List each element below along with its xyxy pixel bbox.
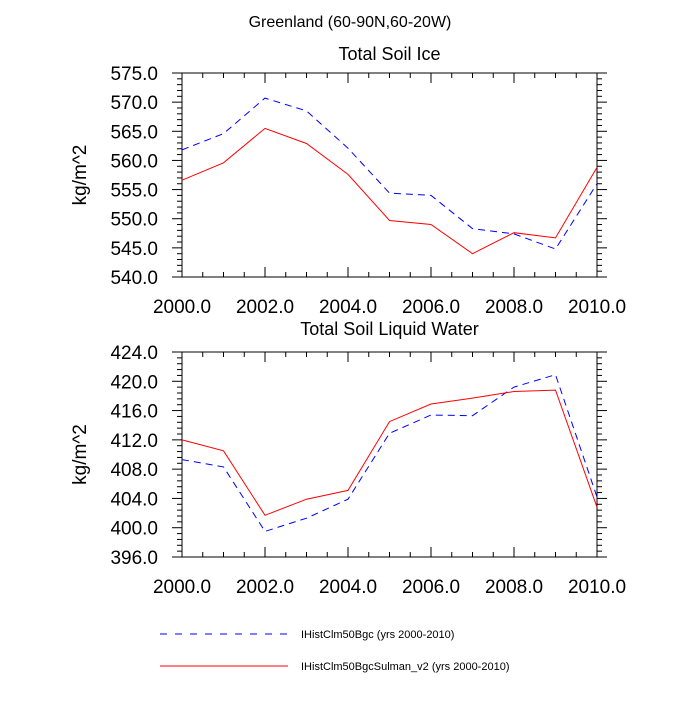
y-tick-label: 424.0	[110, 343, 158, 364]
plot-frame	[181, 351, 598, 558]
chart-panel-soil-ice: Total Soil Ice kg/m^2 2000.0 2002.0 2004.0 20…	[70, 44, 626, 318]
x-tick-label: 2004.0	[319, 297, 377, 318]
y-axis-label: kg/m^2	[70, 145, 91, 206]
y-tick-label: 565.0	[110, 122, 158, 143]
series-line-ihistclm50bgcsulman-v2	[181, 389, 598, 516]
y-tick-label: 412.0	[110, 431, 158, 452]
x-tick-label: 2006.0	[402, 297, 460, 318]
y-tick-label: 420.0	[110, 372, 158, 393]
chart-panel-soil-liquid-water: Total Soil Liquid Water kg/m^2 2000.0 2002.…	[70, 319, 626, 598]
y-tick-label: 555.0	[110, 181, 158, 202]
y-axis-label: kg/m^2	[70, 424, 91, 485]
plot-frame	[181, 72, 598, 278]
x-tick-label: 2008.0	[485, 577, 543, 598]
main-title: Greenland (60-90N,60-20W)	[249, 14, 452, 31]
y-tick-label: 404.0	[110, 489, 158, 510]
y-tick-label: 408.0	[110, 460, 158, 481]
x-tick-label: 2010.0	[568, 577, 626, 598]
y-tick-label: 416.0	[110, 402, 158, 423]
y-tick-label: 396.0	[110, 548, 158, 569]
x-tick-label: 2002.0	[236, 577, 294, 598]
series-line-ihistclm50bgcsulman-v2	[181, 127, 598, 255]
y-tick-label: 545.0	[110, 239, 158, 260]
x-tick-label: 2008.0	[485, 297, 543, 318]
series-line-ihistclm50bgc	[181, 374, 598, 532]
chart-title: Total Soil Ice	[338, 44, 440, 64]
y-tick-label: 550.0	[110, 210, 158, 231]
legend-label: IHistClm50Bgc (yrs 2000-2010)	[301, 629, 454, 641]
y-tick-label: 400.0	[110, 519, 158, 540]
y-tick-label: 540.0	[110, 268, 158, 289]
y-tick-label: 575.0	[110, 64, 158, 85]
x-tick-label: 2000.0	[153, 297, 211, 318]
chart-title: Total Soil Liquid Water	[300, 319, 478, 339]
x-tick-label: 2010.0	[568, 297, 626, 318]
series-line-ihistclm50bgc	[181, 97, 598, 250]
y-tick-label: 570.0	[110, 93, 158, 114]
y-tick-label: 560.0	[110, 151, 158, 172]
legend-label: IHistClm50BgcSulman_v2 (yrs 2000-2010)	[301, 661, 509, 673]
x-tick-label: 2002.0	[236, 297, 294, 318]
x-tick-label: 2000.0	[153, 577, 211, 598]
legend: IHistClm50Bgc (yrs 2000-2010) IHistClm50B…	[160, 629, 509, 673]
x-tick-label: 2004.0	[319, 577, 377, 598]
x-tick-label: 2006.0	[402, 577, 460, 598]
